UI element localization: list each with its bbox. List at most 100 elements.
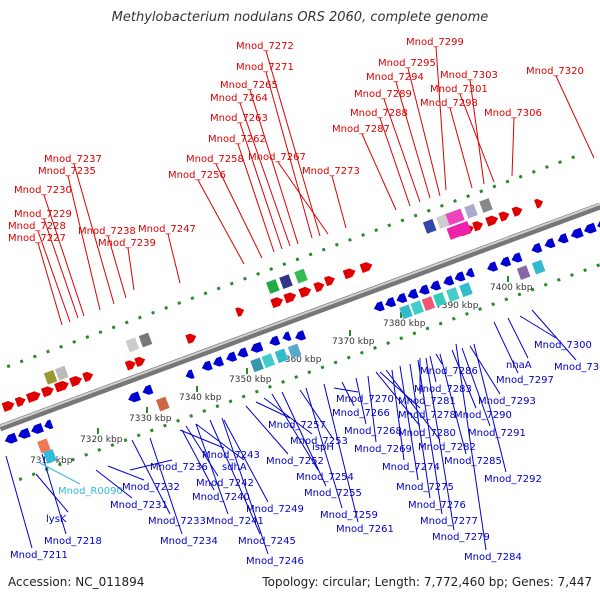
reverse-gene [142,384,154,395]
gene-label-forward: Mnod_7272 [236,41,294,52]
reverse-gene-shape [544,238,556,249]
forward-gene [298,286,312,298]
reverse-gene [250,341,264,353]
forward-gene-shape [511,206,523,217]
kbp-tick-label: 7370 kbp [332,337,375,347]
gene-label-reverse: Mnod_7283 [414,384,472,395]
gene-cluster-block-shape [516,265,531,281]
leader-line [131,439,171,515]
forward-gene [359,262,373,273]
leader-line [429,355,437,383]
gene-cluster-block [399,304,413,320]
reverse-gene [531,242,543,254]
reverse-gene-shape [31,423,44,434]
gene-cluster-block [55,365,69,381]
gene-cluster-block-shape [43,369,58,385]
rna-gene-block-shape [43,449,57,464]
reverse-gene-shape [597,217,600,229]
gene-cluster-block [43,369,58,385]
reverse-gene [295,330,307,341]
reverse-gene [407,288,419,299]
gene-label-reverse: Mnod_7281 [398,396,456,407]
forward-gene-shape [323,276,335,287]
leader-line [43,218,79,319]
reverse-gene [500,256,512,267]
leader-line [265,50,321,237]
reverse-gene [511,252,523,263]
gene-label-reverse: Mnod_7240 [192,492,250,503]
leader-line [361,133,397,211]
reverse-gene [128,391,141,403]
reverse-gene-shape [557,233,569,244]
forward-gene-shape [82,371,94,383]
forward-gene-shape [69,376,82,387]
gene-label-forward: Mnod_7235 [38,166,96,177]
forward-gene-shape [235,307,245,317]
reverse-gene [597,217,600,229]
gene-label-forward: Mnod_7263 [210,113,268,124]
gene-cluster-block-shape [421,296,436,311]
gene-label-reverse: Mnod_7277 [420,516,478,527]
gene-label-reverse: Mnod_7305 [554,362,600,373]
leader-line [435,353,443,365]
forward-gene [82,371,94,383]
backbone-highlight [0,203,600,427]
leader-line [323,383,359,523]
leader-line [399,365,419,481]
leader-line [355,377,367,425]
leader-line [73,163,115,305]
gene-label-forward: Mnod_7303 [440,70,498,81]
leader-line [265,71,313,239]
leader-line [129,459,173,471]
reverse-gene [44,419,54,430]
reverse-gene [201,360,213,371]
leader-line [209,419,261,535]
forward-gene-shape [54,380,69,393]
leader-line [239,122,283,250]
forward-gene [25,391,41,403]
leader-line [195,423,229,515]
reverse-gene-shape [250,341,264,353]
reverse-gene-shape [418,284,430,295]
gene-cluster-block-shape [261,353,276,369]
gene-label-forward: Mnod_7229 [14,209,72,220]
forward-gene [498,211,510,222]
reverse-gene-shape [396,292,408,304]
gene-cluster-block-shape [432,292,447,307]
gene-label-reverse: Mnod_7269 [354,444,412,455]
leader-line [385,369,441,441]
leader-line [305,387,343,509]
forward-gene-shape [283,292,297,304]
gene-label-rna: Mnod_R0090 [58,486,123,497]
gene-label-reverse: Mnod_7270 [336,394,394,405]
reverse-gene [237,347,249,358]
gene-label-reverse: Mnod_7233 [148,516,206,527]
leader-line [221,417,269,555]
gene-label-reverse: Mnod_7255 [304,488,362,499]
leader-line [299,389,335,441]
gene-cluster-block-shape [446,287,460,302]
gene-cluster-block-shape [464,203,478,219]
leader-line [43,194,85,317]
kbp-tick-label: 7380 kbp [383,319,426,329]
forward-gene-shape [359,262,373,273]
gene-label-reverse: Mnod_7259 [320,510,378,521]
leader-line [459,93,495,183]
leader-line [391,369,405,461]
forward-gene-shape [498,211,510,222]
leader-line [379,371,421,409]
forward-gene-shape [40,386,54,398]
gene-label-reverse: lysK [46,514,67,525]
reverse-gene [213,356,225,367]
gene-label-reverse: Mnod_7211 [10,550,68,561]
forward-gene [342,268,356,280]
reverse-gene-shape [407,288,419,299]
gene-label-reverse: Mnod_7252 [266,456,324,467]
gene-cluster-block [421,296,436,311]
gene-label-forward: Mnod_7230 [14,185,72,196]
gene-cluster-block-shape [410,300,424,316]
reverse-gene [487,261,499,272]
reverse-gene-shape [237,347,249,358]
gene-label-forward: Mnod_7262 [208,134,266,145]
